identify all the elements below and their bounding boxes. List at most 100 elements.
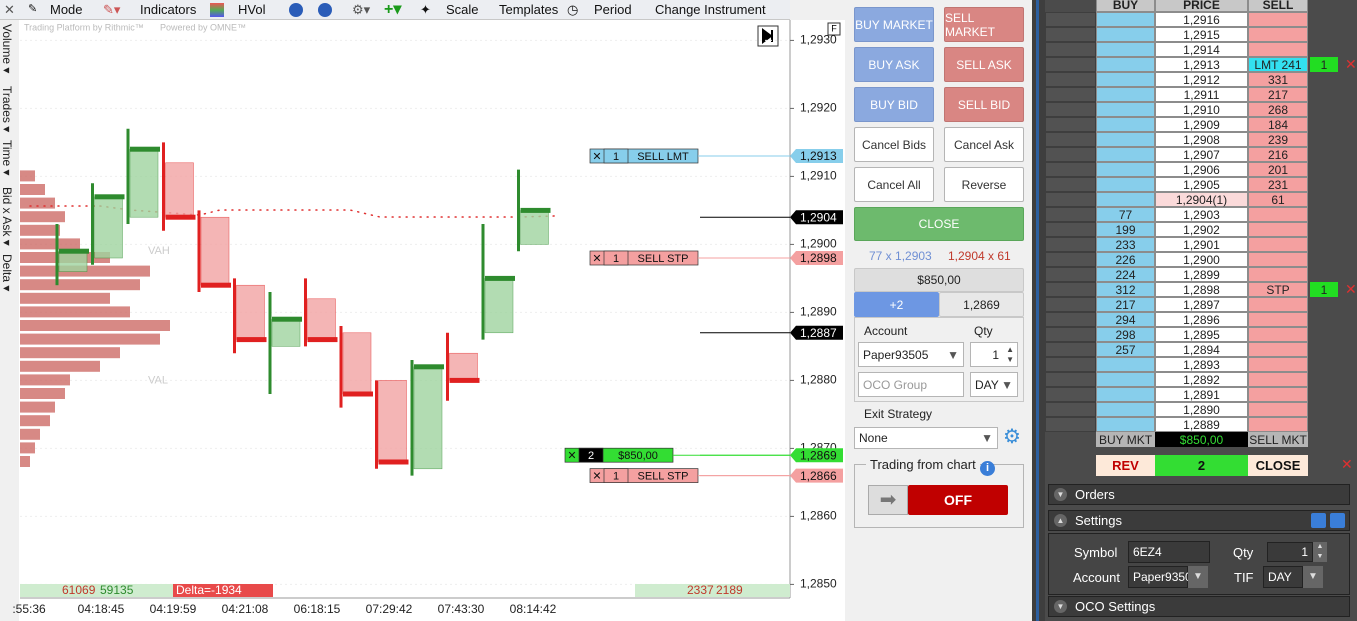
spin-arrows[interactable]: ▲ ▼ bbox=[1313, 542, 1327, 562]
cancel-all-button[interactable]: Cancel All bbox=[854, 167, 934, 202]
dom-sell-cell[interactable] bbox=[1248, 207, 1308, 222]
dom-sell-cell[interactable] bbox=[1248, 387, 1308, 402]
dom-sell-cell[interactable] bbox=[1248, 252, 1308, 267]
dom-action-button[interactable]: REV bbox=[1096, 455, 1155, 476]
dom-buy-cell[interactable] bbox=[1096, 132, 1155, 147]
toggle-off[interactable]: OFF bbox=[908, 485, 1008, 515]
dom-order-qty[interactable]: 1 bbox=[1310, 282, 1338, 297]
hvol-menu[interactable]: HVol bbox=[238, 2, 266, 17]
dom-buy-cell[interactable]: 217 bbox=[1096, 297, 1155, 312]
cancel-ask-button[interactable]: Cancel Ask bbox=[944, 127, 1024, 162]
dom-sell-cell[interactable] bbox=[1248, 12, 1308, 27]
dom-buy-cell[interactable] bbox=[1096, 192, 1155, 207]
exit-strategy-select[interactable]: None ▼ bbox=[854, 427, 998, 449]
tif-select[interactable]: DAY ▼ bbox=[970, 372, 1018, 397]
f-box[interactable] bbox=[827, 22, 841, 36]
sell-bid-button[interactable]: SELL BID bbox=[944, 87, 1024, 122]
buy-ask-button[interactable]: BUY ASK bbox=[854, 47, 934, 82]
pin-icon[interactable]: ✦ bbox=[420, 2, 431, 17]
dom-buy-cell[interactable] bbox=[1096, 12, 1155, 27]
dom-buy-cell[interactable] bbox=[1096, 177, 1155, 192]
oco-settings-header[interactable]: OCO Settings bbox=[1048, 596, 1350, 617]
dom-sell-cell[interactable]: 239 bbox=[1248, 132, 1308, 147]
dom-sell-cell[interactable] bbox=[1248, 327, 1308, 342]
dom-buy-cell[interactable] bbox=[1096, 42, 1155, 57]
side-tab[interactable]: Volume ▾ bbox=[0, 24, 14, 73]
dom-sell-cell[interactable] bbox=[1248, 222, 1308, 237]
dom-order-cancel[interactable]: ✕ bbox=[1345, 281, 1357, 297]
dom-action-button[interactable]: CLOSE bbox=[1248, 455, 1308, 476]
back-button[interactable] bbox=[289, 3, 303, 17]
dom-buy-cell[interactable]: 199 bbox=[1096, 222, 1155, 237]
info-icon[interactable]: i bbox=[980, 461, 995, 476]
toggle-knob[interactable]: ➡ bbox=[868, 485, 908, 515]
period-menu[interactable]: Period bbox=[594, 2, 632, 17]
collapse-icon[interactable]: ▼ bbox=[1054, 600, 1067, 613]
save-icon[interactable] bbox=[1330, 513, 1345, 528]
sell-market-button[interactable]: SELL MARKET bbox=[944, 7, 1024, 42]
close-button[interactable]: CLOSE bbox=[854, 207, 1024, 241]
change-instrument[interactable]: Change Instrument bbox=[655, 2, 766, 17]
dom-buy-cell[interactable]: 233 bbox=[1096, 237, 1155, 252]
dom-buy-cell[interactable] bbox=[1096, 417, 1155, 432]
forward-button[interactable] bbox=[318, 3, 332, 17]
dom-buy-cell[interactable] bbox=[1096, 357, 1155, 372]
dom-buy-cell[interactable] bbox=[1096, 72, 1155, 87]
tools-dropdown[interactable]: ⚙▾ bbox=[352, 2, 371, 17]
side-tab[interactable]: Time ▾ bbox=[0, 140, 14, 176]
collapse-icon[interactable]: ▼ bbox=[1054, 488, 1067, 501]
dom-sell-cell[interactable]: 61 bbox=[1248, 192, 1308, 207]
dom-sell-cell[interactable]: 331 bbox=[1248, 72, 1308, 87]
dom-buy-cell[interactable] bbox=[1096, 402, 1155, 417]
side-tab[interactable]: Trades ▾ bbox=[0, 86, 14, 132]
settings-panel-header[interactable]: Settings bbox=[1048, 510, 1350, 531]
dom-sell-cell[interactable] bbox=[1248, 237, 1308, 252]
dom-buy-cell[interactable]: 257 bbox=[1096, 342, 1155, 357]
collapse-icon[interactable]: ▲ bbox=[1054, 514, 1067, 527]
dom-buy-cell[interactable] bbox=[1096, 27, 1155, 42]
dom-order-qty[interactable]: 1 bbox=[1310, 57, 1338, 72]
dom-buy-cell[interactable] bbox=[1096, 102, 1155, 117]
dom-sell-cell[interactable]: 184 bbox=[1248, 117, 1308, 132]
qty-input[interactable]: 1 bbox=[1267, 542, 1313, 562]
dom-buy-cell[interactable]: 294 bbox=[1096, 312, 1155, 327]
draw-icon[interactable]: ✎▾ bbox=[103, 2, 121, 17]
dom-buy-cell[interactable]: 77 bbox=[1096, 207, 1155, 222]
tif-select[interactable]: DAY bbox=[1263, 566, 1303, 588]
dom-sell-cell[interactable] bbox=[1248, 267, 1308, 282]
dom-sell-cell[interactable] bbox=[1248, 297, 1308, 312]
account-select[interactable]: Paper9350 bbox=[1128, 566, 1192, 588]
dropdown-arrow[interactable]: ▼ bbox=[1303, 566, 1323, 588]
dom-sell-cell[interactable]: 217 bbox=[1248, 87, 1308, 102]
dom-buy-cell[interactable]: 224 bbox=[1096, 267, 1155, 282]
dom-order-cancel[interactable]: ✕ bbox=[1345, 56, 1357, 72]
dom-buy-cell[interactable] bbox=[1096, 117, 1155, 132]
reverse-button[interactable]: Reverse bbox=[944, 167, 1024, 202]
tools-icon[interactable]: ✕ bbox=[4, 2, 15, 17]
side-tab[interactable]: Delta ▾ bbox=[0, 254, 14, 291]
dom-sell-cell[interactable] bbox=[1248, 342, 1308, 357]
dom-buy-cell[interactable]: 226 bbox=[1096, 252, 1155, 267]
dom-buy-cell[interactable] bbox=[1096, 87, 1155, 102]
side-tab[interactable]: Bid x Ask ▾ bbox=[0, 187, 14, 246]
dom-close-cancel[interactable]: ✕ bbox=[1341, 456, 1353, 472]
dom-buy-cell[interactable]: 298 bbox=[1096, 327, 1155, 342]
dom-sell-cell[interactable] bbox=[1248, 357, 1308, 372]
dom-sell-cell[interactable]: 216 bbox=[1248, 147, 1308, 162]
orders-panel-header[interactable]: Orders bbox=[1048, 484, 1350, 505]
dom-buy-cell[interactable]: 312 bbox=[1096, 282, 1155, 297]
add-button[interactable]: +▾ bbox=[384, 1, 402, 18]
dom-buy-cell[interactable] bbox=[1096, 57, 1155, 72]
dom-sell-cell[interactable] bbox=[1248, 42, 1308, 57]
oco-group-input[interactable]: OCO Group bbox=[858, 372, 964, 397]
dom-sell-cell[interactable]: 201 bbox=[1248, 162, 1308, 177]
dom-buy-cell[interactable] bbox=[1096, 147, 1155, 162]
dropdown-arrow[interactable]: ▼ bbox=[1188, 566, 1208, 588]
mode-menu[interactable]: Mode bbox=[50, 2, 83, 17]
dom-sell-cell[interactable]: LMT 241 bbox=[1248, 57, 1308, 72]
dom-sell-cell[interactable] bbox=[1248, 402, 1308, 417]
templates-menu[interactable]: Templates bbox=[499, 2, 559, 17]
dom-buy-cell[interactable] bbox=[1096, 372, 1155, 387]
account-select[interactable]: Paper93505 ▼ bbox=[858, 342, 964, 367]
settings-icon[interactable] bbox=[1311, 513, 1326, 528]
